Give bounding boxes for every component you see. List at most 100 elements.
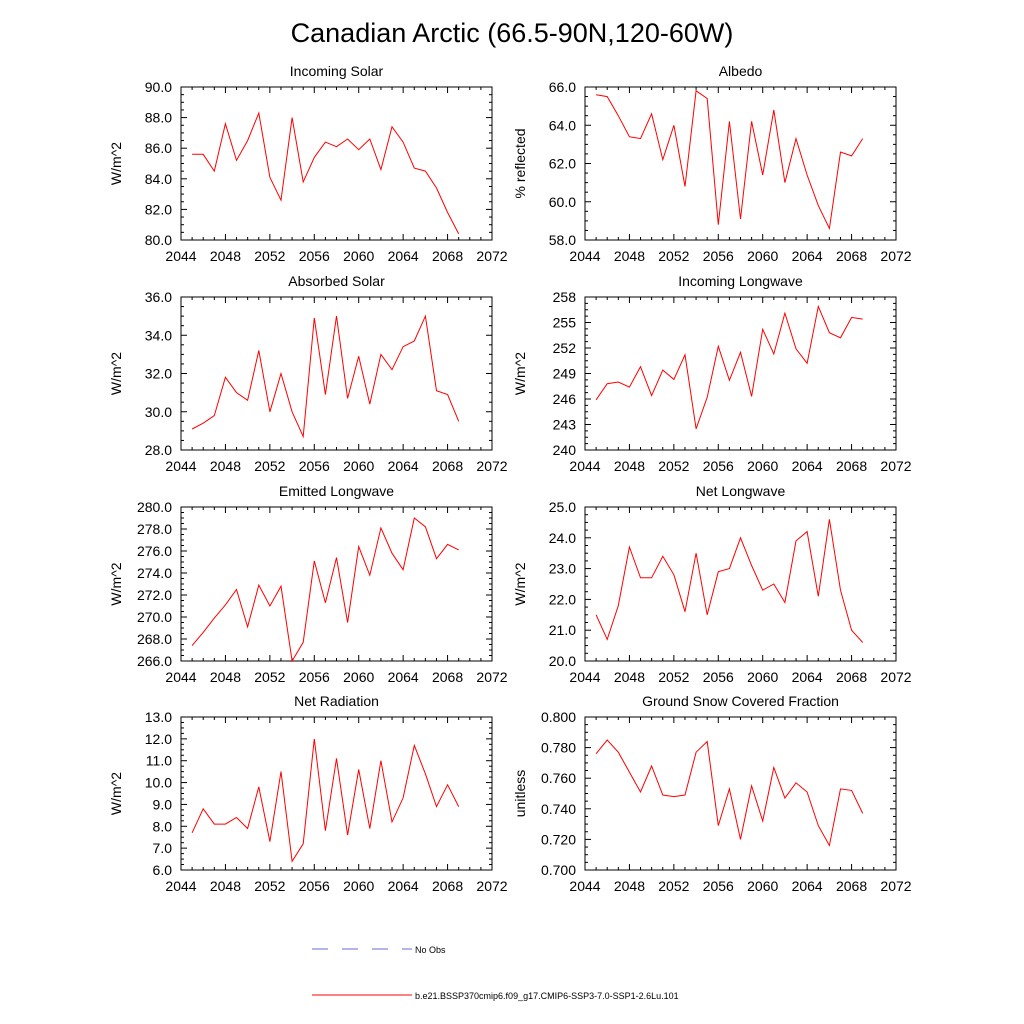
y-tick-label: 23.0 bbox=[549, 561, 576, 577]
x-tick-label: 2052 bbox=[658, 248, 689, 264]
x-tick-label: 2068 bbox=[836, 458, 867, 474]
y-tick-label: 10.0 bbox=[145, 775, 172, 791]
y-tick-label: 21.0 bbox=[549, 622, 576, 638]
y-axis-label: W/m^2 bbox=[108, 772, 124, 815]
y-tick-label: 276.0 bbox=[137, 543, 172, 559]
x-tick-label: 2060 bbox=[747, 458, 778, 474]
x-tick-label: 2060 bbox=[343, 878, 374, 894]
y-tick-label: 249 bbox=[553, 366, 577, 382]
x-tick-label: 2068 bbox=[432, 248, 463, 264]
x-tick-label: 2044 bbox=[569, 248, 600, 264]
series-line bbox=[191, 314, 460, 439]
x-tick-label: 2072 bbox=[880, 248, 911, 264]
chart-title: Albedo bbox=[719, 63, 763, 79]
y-axis-label: unitless bbox=[512, 770, 528, 817]
plot-frame bbox=[180, 506, 493, 662]
y-tick-label: 0.780 bbox=[541, 740, 576, 756]
plot-frame bbox=[584, 296, 897, 451]
x-tick-label: 2044 bbox=[165, 458, 196, 474]
x-tick-label: 2072 bbox=[880, 669, 911, 685]
x-tick-label: 2068 bbox=[836, 878, 867, 894]
x-tick-label: 2064 bbox=[792, 878, 823, 894]
y-tick-label: 62.0 bbox=[549, 156, 576, 172]
x-tick-label: 2072 bbox=[880, 458, 911, 474]
chart-title: Incoming Solar bbox=[290, 63, 384, 79]
x-tick-label: 2060 bbox=[343, 458, 374, 474]
x-tick-label: 2048 bbox=[210, 248, 241, 264]
x-tick-label: 2052 bbox=[658, 458, 689, 474]
y-tick-label: 86.0 bbox=[145, 140, 172, 156]
x-tick-label: 2072 bbox=[476, 248, 507, 264]
x-tick-label: 2048 bbox=[614, 248, 645, 264]
plot-frame bbox=[180, 716, 493, 871]
y-tick-label: 28.0 bbox=[145, 442, 172, 458]
chart-panel: Net Radiation 2044 2048 2052 2056 2060 2064 206… bbox=[108, 693, 508, 894]
y-tick-label: 84.0 bbox=[145, 171, 172, 187]
y-tick-label: 266.0 bbox=[137, 653, 172, 669]
x-tick-label: 2048 bbox=[614, 878, 645, 894]
x-tick-label: 2056 bbox=[703, 458, 734, 474]
x-tick-label: 2044 bbox=[569, 669, 600, 685]
y-axis-label: W/m^2 bbox=[512, 562, 528, 605]
series-line bbox=[192, 111, 460, 235]
series-line bbox=[595, 304, 863, 429]
x-tick-label: 2064 bbox=[792, 458, 823, 474]
x-tick-label: 2052 bbox=[254, 669, 285, 685]
y-tick-label: 20.0 bbox=[549, 653, 576, 669]
x-tick-label: 2052 bbox=[254, 878, 285, 894]
x-tick-label: 2044 bbox=[569, 878, 600, 894]
y-tick-label: 64.0 bbox=[549, 117, 576, 133]
x-tick-label: 2056 bbox=[703, 248, 734, 264]
plot-frame bbox=[584, 716, 897, 871]
x-tick-label: 2060 bbox=[343, 248, 374, 264]
legend-obs-label: No Obs bbox=[415, 945, 446, 955]
y-tick-label: 243 bbox=[553, 417, 577, 433]
x-tick-label: 2060 bbox=[747, 878, 778, 894]
x-tick-label: 2048 bbox=[210, 669, 241, 685]
y-tick-label: 0.700 bbox=[541, 862, 576, 878]
y-tick-label: 60.0 bbox=[549, 194, 576, 210]
y-tick-label: 7.0 bbox=[153, 840, 173, 856]
x-tick-label: 2064 bbox=[388, 458, 419, 474]
plot-frame bbox=[584, 506, 897, 662]
x-tick-label: 2068 bbox=[432, 458, 463, 474]
x-tick-label: 2072 bbox=[476, 878, 507, 894]
y-tick-label: 255 bbox=[553, 315, 577, 331]
chart-panel: Incoming Solar 2044 2048 2052 2056 2060 2064 20… bbox=[108, 63, 508, 264]
x-tick-label: 2060 bbox=[747, 248, 778, 264]
y-axis-label: W/m^2 bbox=[108, 352, 124, 395]
y-tick-label: 82.0 bbox=[145, 201, 172, 217]
plot-frame bbox=[180, 296, 493, 451]
y-tick-label: 270.0 bbox=[137, 609, 172, 625]
x-tick-label: 2048 bbox=[210, 878, 241, 894]
y-tick-label: 258 bbox=[553, 289, 577, 305]
series-line bbox=[595, 519, 864, 643]
x-tick-label: 2052 bbox=[658, 878, 689, 894]
legend: No Obs b.e21.BSSP370cmip6.f09_g17.CMIP6-… bbox=[312, 945, 679, 1001]
chart-title: Incoming Longwave bbox=[678, 273, 803, 289]
chart-title: Absorbed Solar bbox=[288, 273, 385, 289]
y-tick-label: 58.0 bbox=[549, 232, 576, 248]
y-tick-label: 88.0 bbox=[145, 110, 172, 126]
chart-title: Emitted Longwave bbox=[279, 483, 394, 499]
y-axis-label: W/m^2 bbox=[108, 142, 124, 185]
y-tick-label: 34.0 bbox=[145, 327, 172, 343]
chart-panel: Ground Snow Covered Fraction 2044 2048 2052… bbox=[512, 693, 912, 894]
y-tick-label: 80.0 bbox=[145, 232, 172, 248]
x-tick-label: 2068 bbox=[432, 669, 463, 685]
chart-panel: Emitted Longwave 2044 2048 2052 2056 2060 2064… bbox=[108, 483, 508, 685]
y-tick-label: 11.0 bbox=[146, 753, 172, 769]
y-tick-label: 22.0 bbox=[549, 591, 576, 607]
y-tick-label: 66.0 bbox=[549, 79, 576, 95]
x-tick-label: 2060 bbox=[343, 669, 374, 685]
y-tick-label: 278.0 bbox=[137, 521, 172, 537]
x-tick-label: 2056 bbox=[703, 878, 734, 894]
y-tick-label: 9.0 bbox=[153, 796, 173, 812]
chart-title: Net Longwave bbox=[696, 483, 786, 499]
x-tick-label: 2052 bbox=[658, 669, 689, 685]
y-tick-label: 0.740 bbox=[541, 801, 576, 817]
y-tick-label: 6.0 bbox=[153, 862, 173, 878]
y-tick-label: 280.0 bbox=[137, 499, 172, 515]
x-tick-label: 2048 bbox=[614, 458, 645, 474]
